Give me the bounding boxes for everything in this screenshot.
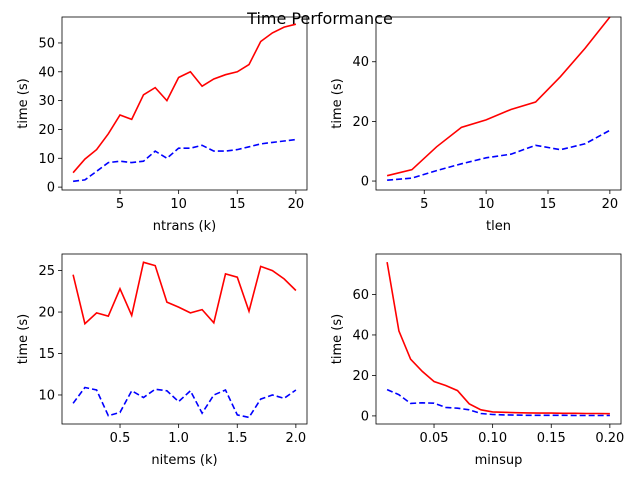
y-tick-label: 10 [38, 152, 55, 167]
y-tick-label: 25 [38, 264, 55, 279]
series-red-line [72, 23, 297, 174]
series-blue-line [73, 138, 297, 183]
y-tick-label: 15 [38, 347, 55, 362]
subplot-2: 5 10 15 20 0 20 40 tlen time (s) [330, 16, 622, 234]
y-tick-label: 60 [352, 288, 369, 303]
x-tick-label: 15 [540, 197, 557, 212]
x-axis-label: tlen [486, 219, 511, 234]
x-tick-label: 0.10 [478, 431, 507, 446]
x-tick-label: 1.0 [168, 431, 189, 446]
subplot-3: 0.5 1.0 1.5 2.0 10 15 20 25 nitems (k) time (s) [16, 253, 308, 468]
x-tick-label: 20 [288, 197, 305, 212]
x-tick-label: 0.05 [420, 431, 449, 446]
x-tick-label: 10 [170, 197, 187, 212]
y-axis-label: time (s) [16, 314, 31, 364]
figure-title: Time Performance [246, 9, 393, 28]
y-tick-label: 20 [352, 369, 369, 384]
y-tick-label: 10 [38, 388, 55, 403]
y-tick-label: 0 [47, 181, 55, 196]
y-tick-label: 40 [38, 65, 55, 80]
series-blue-line [72, 386, 297, 419]
x-tick-label: 0.15 [537, 431, 566, 446]
plot-frame [61, 253, 308, 425]
plot-frame [61, 16, 308, 191]
series-red-line [386, 261, 610, 415]
x-tick-label: 15 [229, 197, 246, 212]
x-axis-label: ntrans (k) [153, 219, 216, 234]
series-red-line [386, 16, 611, 177]
x-tick-label: 0.20 [595, 431, 624, 446]
y-tick-label: 20 [38, 123, 55, 138]
x-tick-label: 2.0 [286, 431, 307, 446]
x-axis-label: nitems (k) [151, 453, 217, 468]
x-tick-label: 0.5 [110, 431, 131, 446]
x-tick-label: 1.5 [227, 431, 248, 446]
series-blue-line [386, 388, 610, 417]
y-tick-label: 50 [38, 36, 55, 51]
y-tick-label: 30 [38, 94, 55, 109]
y-axis-label: time (s) [16, 78, 31, 128]
y-tick-label: 40 [352, 328, 369, 343]
y-tick-label: 20 [38, 306, 55, 321]
subplot-1: 5 10 15 20 0 10 20 30 40 50 ntrans (k) time (s) [16, 16, 308, 234]
subplot-grid: 5 10 15 20 0 10 20 30 40 50 ntrans (k) time (s) 5 10 1… [16, 16, 624, 468]
y-tick-label: 0 [361, 175, 369, 190]
y-tick-label: 0 [361, 409, 369, 424]
y-axis-label: time (s) [330, 78, 345, 128]
x-tick-label: 20 [602, 197, 619, 212]
x-tick-label: 5 [116, 197, 124, 212]
y-tick-label: 40 [352, 55, 369, 70]
plot-frame [375, 253, 622, 425]
series-blue-line [387, 129, 611, 181]
x-axis-label: minsup [475, 453, 523, 468]
x-tick-label: 10 [478, 197, 495, 212]
y-axis-label: time (s) [330, 314, 345, 364]
series-red-line [72, 261, 297, 326]
subplot-4: 0.05 0.10 0.15 0.20 0 20 40 60 minsup time (s) [330, 253, 624, 468]
plot-frame [375, 16, 622, 191]
y-tick-label: 20 [352, 115, 369, 130]
x-tick-label: 5 [420, 197, 428, 212]
